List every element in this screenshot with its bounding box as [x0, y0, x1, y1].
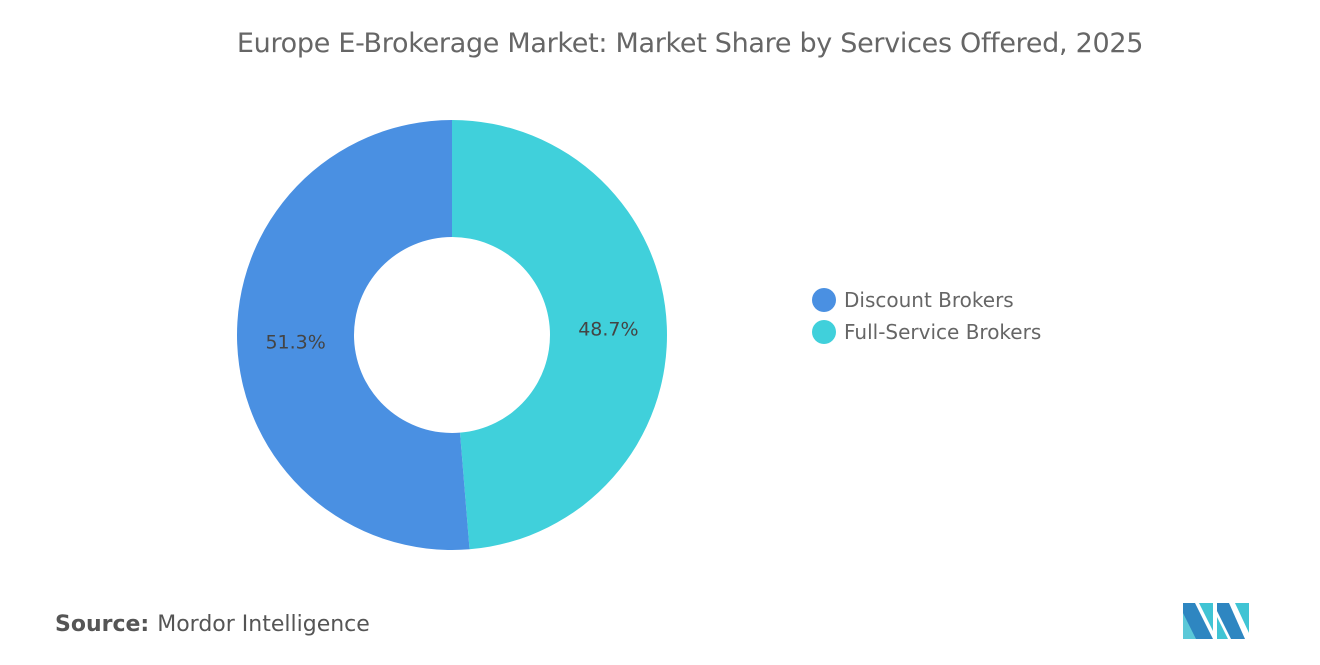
chart-title: Europe E-Brokerage Market: Market Share …: [236, 28, 1144, 59]
legend-swatch: [812, 288, 836, 312]
mordor-logo: [1183, 603, 1249, 639]
source-note: Source: Mordor Intelligence: [55, 612, 370, 637]
legend-item-discount[interactable]: Discount Brokers: [812, 284, 1041, 316]
legend-label: Full-Service Brokers: [844, 320, 1042, 344]
source-label: Source:: [55, 612, 150, 637]
data-label: 48.7%: [578, 319, 638, 341]
source-value: Mordor Intelligence: [157, 612, 370, 637]
legend: Discount Brokers Full-Service Brokers: [812, 284, 1041, 348]
legend-swatch: [812, 320, 836, 344]
legend-item-full-service[interactable]: Full-Service Brokers: [812, 316, 1041, 348]
legend-label: Discount Brokers: [844, 288, 1014, 312]
data-label: 51.3%: [265, 331, 325, 353]
slice-discount-brokers[interactable]: [237, 120, 470, 550]
slice-full-service-brokers[interactable]: [452, 120, 668, 550]
